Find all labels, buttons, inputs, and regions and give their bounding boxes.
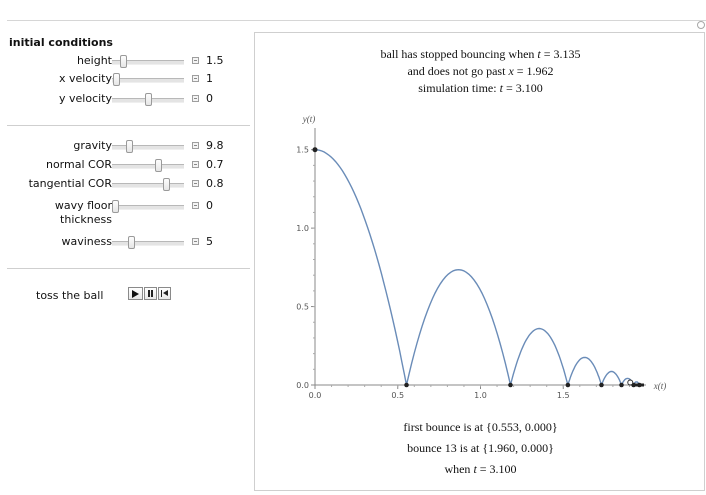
expand-plus-icon[interactable] — [192, 202, 199, 209]
expand-plus-icon[interactable] — [192, 75, 199, 82]
max-x-text: and does not go past x = 1.962 — [407, 64, 554, 78]
gear-icon[interactable] — [697, 21, 705, 29]
y-tick-label: 0.5 — [296, 303, 309, 312]
bounce-time-text: when t = 3.100 — [444, 462, 517, 476]
slider-thumb[interactable] — [112, 200, 119, 213]
slider-value: 1.5 — [206, 54, 224, 67]
slider-row: wavy floor thickness 0 — [0, 197, 250, 226]
y-tick-label: 0.0 — [296, 381, 309, 390]
x-tick-label: 1.5 — [557, 391, 570, 400]
slider-thumb[interactable] — [162, 178, 170, 191]
slider-label: y velocity — [59, 92, 112, 105]
slider-track[interactable] — [112, 159, 184, 172]
pause-icon — [148, 290, 153, 297]
expand-plus-icon[interactable] — [192, 161, 199, 168]
x-tick-label: 0.0 — [309, 391, 322, 400]
expand-plus-icon[interactable] — [192, 180, 199, 187]
reset-icon — [161, 290, 168, 297]
trajectory-line — [314, 149, 640, 388]
slider-label: tangential COR — [28, 177, 112, 190]
slider-thumb[interactable] — [126, 140, 134, 153]
slider-row: height 1.5 — [0, 52, 250, 70]
x-tick-label: 1.0 — [474, 391, 487, 400]
last-bounce-text: bounce 13 is at {1.960, 0.000} — [407, 441, 554, 455]
slider-row: y velocity 0 — [0, 90, 250, 108]
rest-segment — [634, 383, 644, 387]
slider-thumb[interactable] — [127, 236, 135, 249]
toss-label: toss the ball — [36, 289, 104, 302]
slider-value: 0 — [206, 92, 213, 105]
slider-track[interactable] — [112, 178, 184, 191]
slider-track[interactable] — [112, 73, 184, 86]
slider-thumb[interactable] — [144, 93, 152, 106]
slider-value: 5 — [206, 235, 213, 248]
slider-track[interactable] — [112, 140, 184, 153]
slider-label: height — [76, 54, 112, 67]
slider-track[interactable] — [112, 200, 184, 213]
first-bounce-text: first bounce is at {0.553, 0.000} — [403, 420, 558, 434]
x-tick-label: 0.5 — [391, 391, 404, 400]
trajectory-chart: 0.0 0.5 1.0 1.5 0.0 0.5 1.0 1.5 y(t) x(t) — [296, 114, 667, 400]
slider-label: gravity — [73, 139, 112, 152]
y-axis-label: y(t) — [302, 114, 316, 124]
slider-thumb[interactable] — [119, 55, 127, 68]
y-tick-label: 1.0 — [296, 224, 309, 233]
expand-plus-icon[interactable] — [192, 142, 199, 149]
divider — [7, 268, 250, 269]
simulation-time-text: simulation time: t = 3.100 — [418, 81, 543, 95]
bounce-point — [508, 382, 513, 388]
bounce-point — [404, 382, 409, 388]
slider-row: normal COR 0.7 — [0, 156, 250, 174]
slider-row: waviness 5 — [0, 233, 250, 251]
bounce-point — [599, 382, 604, 388]
y-tick-label: 1.5 — [296, 146, 309, 155]
slider-track[interactable] — [112, 93, 184, 106]
expand-plus-icon[interactable] — [192, 95, 199, 102]
divider — [7, 125, 250, 126]
bounce-point — [619, 382, 624, 388]
play-icon — [132, 289, 139, 298]
slider-thumb[interactable] — [113, 73, 121, 86]
slider-thumb[interactable] — [154, 159, 162, 172]
slider-track[interactable] — [112, 236, 184, 249]
slider-track[interactable] — [112, 55, 184, 68]
slider-label: normal COR — [45, 158, 112, 171]
slider-value: 0.7 — [206, 158, 224, 171]
slider-value: 0.8 — [206, 177, 224, 190]
pause-button[interactable] — [144, 287, 157, 300]
expand-plus-icon[interactable] — [192, 238, 199, 245]
start-point — [312, 147, 318, 153]
plot-panel: ball has stopped bouncing when t = 3.135… — [254, 32, 705, 491]
slider-value: 1 — [206, 72, 213, 85]
slider-row: gravity 9.8 — [0, 137, 250, 155]
slider-row: x velocity 1 — [0, 70, 250, 88]
slider-value: 9.8 — [206, 139, 224, 152]
ball-marker — [627, 379, 634, 386]
play-button[interactable] — [128, 287, 143, 300]
stop-time-text: ball has stopped bouncing when t = 3.135 — [380, 47, 581, 61]
bounce-point — [565, 382, 571, 388]
reset-button[interactable] — [158, 287, 171, 300]
slider-label: waviness — [61, 235, 112, 248]
section-title: initial conditions — [9, 36, 113, 49]
expand-plus-icon[interactable] — [192, 57, 199, 64]
slider-value: 0 — [206, 199, 213, 212]
slider-label: x velocity — [59, 72, 112, 85]
slider-label: wavy floor thickness — [54, 199, 112, 226]
slider-row: tangential COR 0.8 — [0, 175, 250, 193]
x-axis-label: x(t) — [653, 381, 667, 391]
